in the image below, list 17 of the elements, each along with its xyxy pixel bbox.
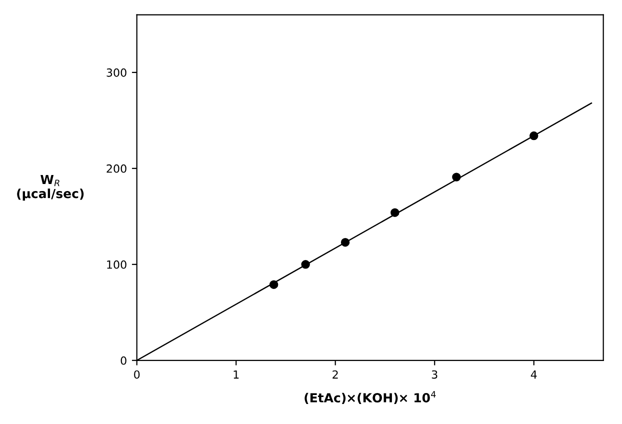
y-tick-label: 0 [120, 356, 126, 365]
x-axis-title: (EtAc)×(KOH)× 10$^{4}$ [304, 391, 436, 404]
point [452, 172, 461, 182]
x-tick-label: 4 [530, 370, 537, 379]
point [269, 280, 278, 289]
y-tick-label: 200 [106, 164, 126, 173]
x-tick-label: 2 [332, 370, 338, 379]
x-tick-label: 1 [234, 370, 239, 379]
point [529, 131, 538, 140]
y-tick-label: 100 [107, 260, 126, 269]
point [340, 238, 350, 247]
y-axis-title: W$_{R}$ (μcal/sec) [17, 174, 84, 201]
y-tick-label: 300 [106, 68, 126, 77]
point [390, 208, 400, 217]
point [301, 260, 310, 269]
x-tick-label: 3 [432, 370, 438, 379]
x-tick-label: 0 [134, 370, 140, 379]
